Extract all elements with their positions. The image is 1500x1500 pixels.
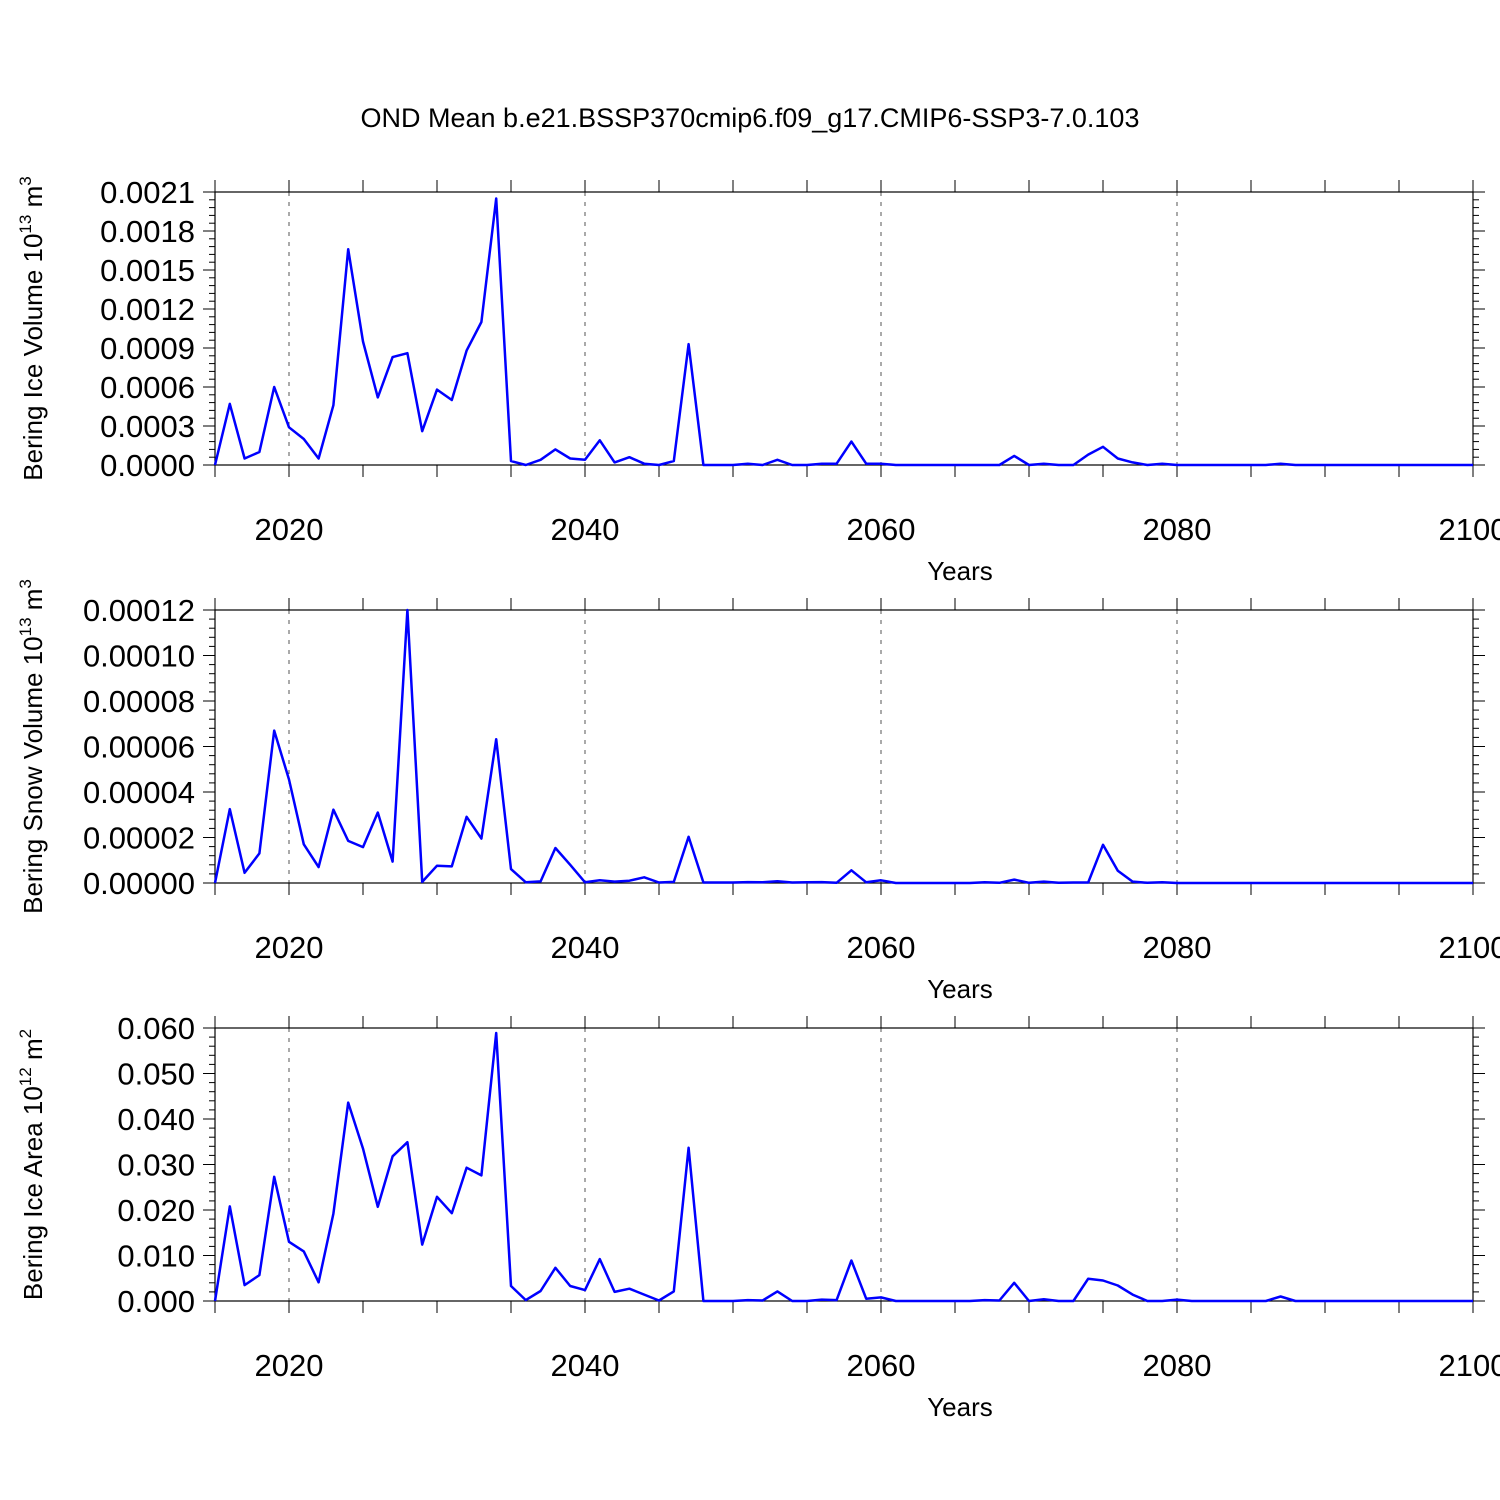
y-tick-label: 0.00002 — [83, 821, 195, 856]
plot-frame — [214, 1027, 1474, 1302]
y-axis-title-text: Bering Ice Area 10 — [18, 1086, 48, 1300]
figure-title: OND Mean b.e21.BSSP370cmip6.f09_g17.CMIP… — [361, 103, 1140, 133]
x-tick-label: 2080 — [1143, 1348, 1212, 1383]
y-tick-label: 0.000 — [117, 1284, 195, 1319]
y-tick-label: 0.0015 — [100, 253, 195, 288]
x-tick-label: 2040 — [551, 512, 620, 547]
panel-2: 2020 2040 2060 2080 2100 Years 0.00000 0.00002 0… — [16, 579, 1500, 1004]
plot-frame — [214, 191, 1474, 466]
y-axis-title: Bering Ice Area 1012 m2 — [16, 1029, 48, 1300]
y-axis-title-exponent: 13 — [16, 215, 35, 234]
y-axis-title-exponent: 13 — [16, 617, 35, 636]
y-tick-label: 0.00006 — [83, 730, 195, 765]
x-tick-label: 2060 — [847, 930, 916, 965]
y-tick-label: 0.060 — [117, 1011, 195, 1046]
y-tick-label: 0.0009 — [100, 331, 195, 366]
x-tick-label: 2040 — [551, 1348, 620, 1383]
y-tick-label: 0.0003 — [100, 409, 195, 444]
series-line-1 — [213, 608, 1473, 885]
y-tick-label: 0.00010 — [83, 639, 195, 674]
x-axis-title: Years — [927, 974, 993, 1004]
y-axis-title-unit: m — [18, 186, 48, 215]
x-tick-label: 2040 — [551, 930, 620, 965]
x-tick-label: 2100 — [1439, 512, 1500, 547]
y-axis-title: Bering Ice Volume 1013 m3 — [16, 176, 48, 480]
x-tick-label: 2060 — [847, 512, 916, 547]
y-tick-label: 0.0012 — [100, 292, 195, 327]
y-tick-label: 0.050 — [117, 1057, 195, 1092]
x-tick-label: 2100 — [1439, 930, 1500, 965]
y-axis-title-exponent: 12 — [16, 1067, 35, 1086]
x-tick-label: 2020 — [255, 1348, 324, 1383]
y-tick-label: 0.0006 — [100, 370, 195, 405]
y-tick-label: 0.0021 — [100, 175, 195, 210]
x-axis-title: Years — [927, 556, 993, 586]
series-line-1 — [213, 1031, 1473, 1303]
y-tick-label: 0.040 — [117, 1102, 195, 1137]
x-tick-label: 2020 — [255, 930, 324, 965]
series-line-1 — [213, 197, 1473, 467]
x-axis-title: Years — [927, 1392, 993, 1422]
y-axis-title-unit: m — [18, 589, 48, 618]
y-axis-title: Bering Snow Volume 1013 m3 — [16, 579, 48, 914]
panel-1: 2020 2040 2060 2080 2100 Years 0.0000 0.0003 0.0… — [16, 175, 1500, 586]
y-tick-label: 0.0000 — [100, 448, 195, 483]
y-axis-title-unit-exponent: 3 — [16, 176, 35, 185]
y-axis-title-unit-exponent: 2 — [16, 1029, 35, 1038]
y-tick-label: 0.00012 — [83, 593, 195, 628]
panel-3: 2020 2040 2060 2080 2100 Years 0.000 0.010 0.020… — [16, 1011, 1500, 1422]
y-axis-title-unit-exponent: 3 — [16, 579, 35, 588]
y-tick-label: 0.020 — [117, 1193, 195, 1228]
y-tick-label: 0.00008 — [83, 684, 195, 719]
y-tick-label: 0.00000 — [83, 866, 195, 901]
x-tick-label: 2060 — [847, 1348, 916, 1383]
x-tick-label: 2080 — [1143, 930, 1212, 965]
x-tick-label: 2020 — [255, 512, 324, 547]
y-tick-label: 0.010 — [117, 1239, 195, 1274]
y-tick-label: 0.0018 — [100, 214, 195, 249]
panels: 2020 2040 2060 2080 2100Years0.00000.00030.0… — [16, 175, 1500, 1422]
x-tick-label: 2100 — [1439, 1348, 1500, 1383]
plot-frame — [214, 609, 1474, 884]
y-axis-title-unit: m — [18, 1038, 48, 1067]
y-axis-title-text: Bering Ice Volume 10 — [18, 234, 48, 481]
y-tick-label: 0.00004 — [83, 775, 195, 810]
y-tick-label: 0.030 — [117, 1148, 195, 1183]
y-axis-title-text: Bering Snow Volume 10 — [18, 636, 48, 914]
x-tick-label: 2080 — [1143, 512, 1212, 547]
